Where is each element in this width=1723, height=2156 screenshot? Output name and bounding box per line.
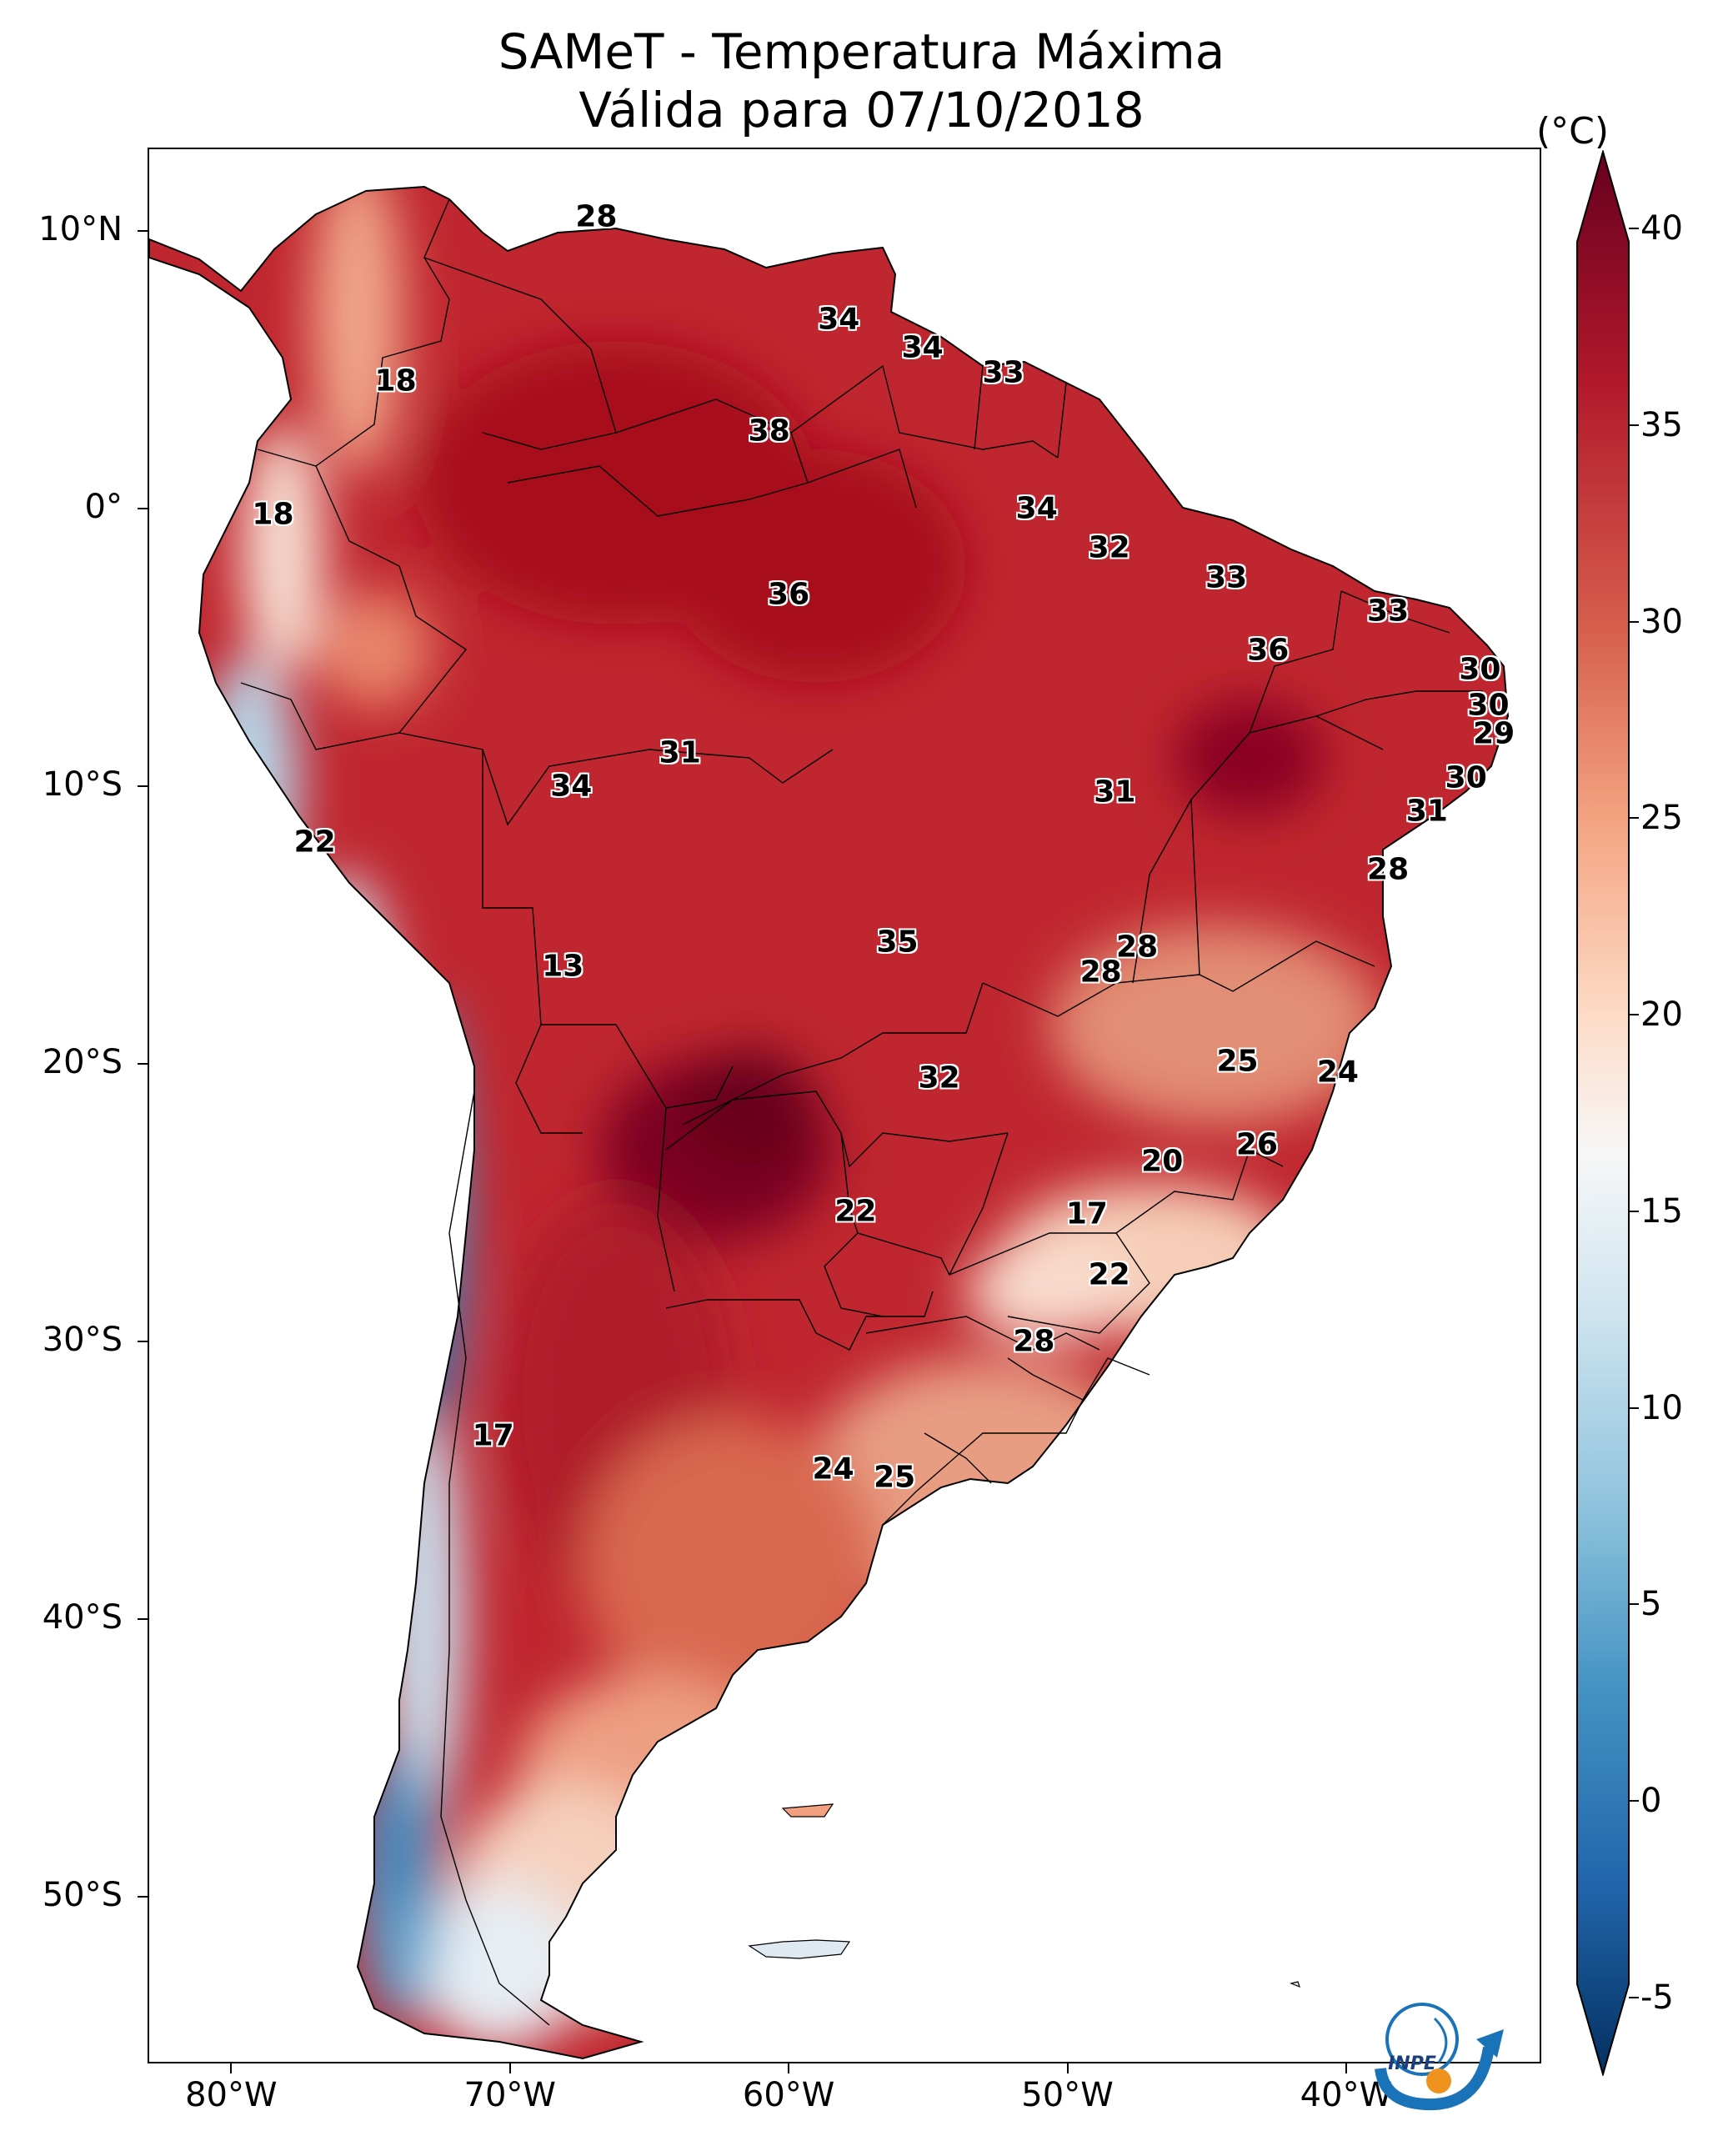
colorbar-tick: [1629, 817, 1639, 820]
city-temperature-label: 22: [1088, 1257, 1130, 1292]
colorbar: [1576, 150, 1630, 2076]
latitude-tick: [138, 785, 148, 787]
city-temperature-label: 32: [1088, 530, 1130, 565]
city-temperature-label: 33: [1205, 560, 1248, 595]
map-title: SAMeT - Temperatura Máxima: [498, 23, 1225, 80]
colorbar-tick: [1629, 1603, 1639, 1606]
city-temperature-label: 18: [252, 497, 294, 532]
city-temperature-label: 38: [748, 414, 790, 449]
colorbar-tick-label: 15: [1640, 1191, 1683, 1231]
city-temperature-label: 31: [1405, 794, 1448, 829]
city-temperature-label: 30: [1459, 652, 1501, 687]
colorbar-tick: [1629, 1406, 1639, 1409]
city-temperature-label: 22: [293, 825, 336, 860]
longitude-label: 70°W: [463, 2076, 556, 2114]
city-temperature-label: 20: [1141, 1144, 1184, 1179]
inpe-logo-text: INPE: [1388, 2053, 1436, 2074]
inpe-logo: INPE: [1375, 2003, 1504, 2111]
colorbar-tick-label: 30: [1640, 602, 1683, 641]
colorbar-tick-label: 5: [1640, 1585, 1662, 1624]
latitude-tick: [138, 229, 148, 232]
longitude-label: 80°W: [185, 2076, 278, 2114]
country-borders: [240, 198, 1483, 2026]
city-temperature-label: 26: [1235, 1127, 1278, 1162]
longitude-tick: [230, 2063, 233, 2073]
latitude-tick: [138, 1618, 148, 1621]
colorbar-tick-label: 25: [1640, 799, 1683, 838]
colorbar-tick-label: 20: [1640, 995, 1683, 1035]
colorbar-tick-label: 35: [1640, 406, 1683, 444]
longitude-tick: [1066, 2063, 1069, 2073]
longitude-tick: [1345, 2063, 1347, 2073]
city-temperature-label: 36: [1247, 633, 1290, 668]
city-temperature-label: 31: [1094, 775, 1136, 810]
city-temperature-label: 25: [874, 1460, 916, 1495]
colorbar-unit: (°C): [1536, 110, 1610, 153]
colorbar-tick-label: 10: [1640, 1388, 1683, 1427]
longitude-label: 60°W: [742, 2076, 835, 2114]
colorbar-tick: [1629, 1800, 1639, 1802]
colorbar-tick: [1629, 620, 1639, 623]
latitude-label: 40°S: [42, 1598, 123, 1637]
city-temperature-label: 35: [876, 925, 919, 959]
city-temperature-label: 36: [768, 577, 810, 612]
city-temperature-label: 34: [901, 330, 944, 365]
colorbar-tick: [1629, 424, 1639, 426]
city-temperature-label: 28: [1013, 1324, 1055, 1359]
city-temperature-label: 24: [812, 1452, 854, 1487]
city-temperature-label: 18: [374, 364, 417, 399]
city-temperature-label: 31: [659, 735, 701, 770]
city-temperature-label: 33: [982, 355, 1024, 390]
latitude-tick: [138, 1896, 148, 1898]
colorbar-tick-label: -5: [1640, 1978, 1674, 2017]
city-temperature-label: 28: [1079, 955, 1122, 990]
city-temperature-label: 24: [1316, 1055, 1359, 1090]
city-temperature-label: 34: [818, 302, 860, 337]
latitude-label: 10°S: [42, 765, 123, 804]
latitude-label: 10°N: [38, 209, 123, 248]
latitude-tick: [138, 507, 148, 509]
latitude-label: 20°S: [42, 1043, 123, 1082]
longitude-label: 40°W: [1300, 2076, 1393, 2114]
city-temperature-label: 34: [1015, 491, 1058, 526]
city-temperature-label: 34: [550, 769, 593, 804]
latitude-label: 0°: [84, 487, 123, 526]
city-temperature-label: 28: [1116, 930, 1159, 965]
city-temperature-label: 33: [1367, 594, 1410, 629]
colorbar-tick: [1629, 1996, 1639, 1998]
colorbar-tick-label: 0: [1640, 1782, 1662, 1820]
latitude-tick: [138, 1341, 148, 1343]
colorbar-tick: [1629, 1014, 1639, 1016]
map-subtitle: Válida para 07/10/2018: [579, 82, 1144, 138]
latitude-tick: [138, 1063, 148, 1065]
city-temperature-label: 29: [1473, 716, 1515, 751]
colorbar-tick: [1629, 228, 1639, 230]
city-temperature-label: 32: [918, 1060, 960, 1096]
city-temperature-label: 25: [1216, 1044, 1259, 1079]
city-temperature-label: 28: [575, 199, 618, 234]
longitude-tick: [788, 2063, 790, 2073]
latitude-label: 50°S: [42, 1876, 123, 1915]
city-temperature-label: 17: [472, 1418, 514, 1453]
colorbar-tick-label: 40: [1640, 209, 1683, 248]
city-temperature-label: 17: [1065, 1196, 1108, 1231]
latitude-label: 30°S: [42, 1321, 123, 1360]
city-temperature-label: 13: [542, 949, 584, 984]
longitude-label: 50°W: [1021, 2076, 1114, 2114]
longitude-tick: [508, 2063, 511, 2073]
temperature-map: [149, 186, 1509, 2059]
city-temperature-label: 28: [1367, 852, 1410, 887]
city-temperature-label: 22: [834, 1194, 877, 1229]
colorbar-tick: [1629, 1210, 1639, 1212]
city-temperature-label: 30: [1467, 688, 1510, 723]
map-frame: [148, 148, 1541, 2063]
city-temperature-label: 30: [1445, 760, 1487, 795]
islands: [748, 1803, 1300, 1988]
